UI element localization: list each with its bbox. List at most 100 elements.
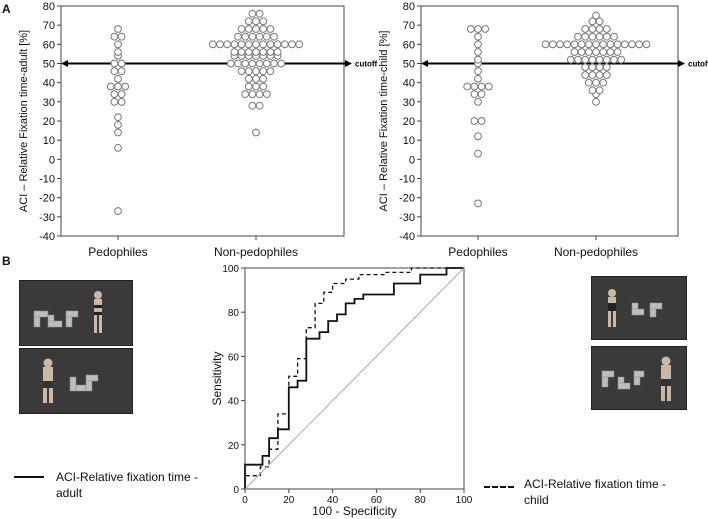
stimulus-image-child-male <box>591 346 687 410</box>
roc-x-tick-label: 80 <box>415 495 427 506</box>
stimulus-image-adult-female <box>19 280 133 346</box>
data-point-child-0 <box>481 25 490 33</box>
y-tick-label: 30 <box>43 97 55 109</box>
y-tick-label: -10 <box>39 174 55 186</box>
roc-x-axis-label: 100 - Specificity <box>312 504 397 518</box>
y-tick-label: 50 <box>43 59 55 71</box>
legend-label-adult: ACI-Relative fixation time - adult <box>56 470 199 500</box>
data-point-child-1 <box>602 71 611 79</box>
data-point-adult-0 <box>114 40 122 49</box>
y-tick-label: 60 <box>403 39 415 51</box>
data-point-child-0 <box>474 74 482 83</box>
data-point-child-0 <box>477 117 486 125</box>
data-point-child-0 <box>474 97 482 106</box>
roc-x-tick-label: 40 <box>327 495 339 506</box>
y-tick-label: 10 <box>43 135 55 147</box>
data-point-child-1 <box>613 48 622 56</box>
data-point-adult-0 <box>114 120 122 129</box>
roc-x-tick-label: 100 <box>456 495 473 506</box>
y-tick-label: 80 <box>43 1 55 13</box>
data-point-adult-0 <box>114 25 122 33</box>
data-point-adult-0 <box>114 74 122 83</box>
data-point-adult-1 <box>277 59 286 68</box>
stimulus-image-adult-male <box>19 348 133 414</box>
roc-x-tick-label: 60 <box>371 495 383 506</box>
y-tick-label: -40 <box>399 231 415 243</box>
data-point-adult-0 <box>117 67 126 76</box>
roc-y-tick-label: 0 <box>233 485 239 496</box>
x-tick-label: Non-pedophiles <box>554 245 638 259</box>
roc-y-tick-label: 20 <box>228 441 240 452</box>
roc-line-adult <box>244 267 464 489</box>
legend-swatch-child <box>484 486 514 488</box>
data-point-adult-0 <box>114 128 122 137</box>
data-point-adult-0 <box>117 97 126 106</box>
roc-x-tick-label: 0 <box>242 495 248 506</box>
data-point-child-0 <box>474 55 482 64</box>
y-tick-label: -30 <box>39 212 55 224</box>
data-point-child-0 <box>484 82 493 91</box>
x-tick-label: Pedophiles <box>88 245 147 259</box>
y-tick-label: 20 <box>43 116 55 128</box>
y-tick-label: 40 <box>43 78 55 90</box>
cutoff-arrow-left <box>61 60 68 67</box>
roc-y-axis-label: Sensitivity <box>210 351 224 405</box>
y-tick-label: 20 <box>403 116 415 128</box>
data-point-child-0 <box>474 32 482 41</box>
roc-y-tick-label: 40 <box>228 397 240 408</box>
roc-reference-line <box>244 267 465 490</box>
x-tick-label: Non-pedophiles <box>214 245 298 259</box>
data-point-child-1 <box>610 32 618 41</box>
panel-letter-a: A <box>2 2 11 16</box>
data-point-adult-0 <box>121 82 130 91</box>
data-point-adult-1 <box>270 32 278 41</box>
legend-label-child: ACI-Relative fixation time - child <box>524 477 667 507</box>
roc-x-tick-label: 20 <box>283 495 295 506</box>
data-point-adult-0 <box>114 113 122 122</box>
data-point-adult-1 <box>262 90 271 99</box>
data-point-child-1 <box>592 97 600 106</box>
y-tick-label: -10 <box>399 174 415 186</box>
data-point-adult-0 <box>117 90 126 99</box>
y-tick-label: 70 <box>43 20 55 32</box>
roc-y-tick-label: 80 <box>228 308 240 319</box>
cutoff-label: cutoff <box>688 60 708 69</box>
data-point-child-0 <box>474 48 482 56</box>
data-point-adult-1 <box>295 40 304 49</box>
roc-y-tick-label: 100 <box>222 264 239 275</box>
data-point-adult-1 <box>259 17 268 26</box>
data-point-adult-1 <box>259 82 268 91</box>
x-tick-label: Pedophiles <box>448 245 507 259</box>
roc-line-child <box>244 267 464 489</box>
data-point-child-1 <box>595 17 604 26</box>
roc-plot-frame <box>244 267 465 490</box>
panel-letter-b: B <box>2 254 11 268</box>
data-point-child-1 <box>617 55 626 64</box>
data-point-child-0 <box>474 132 482 141</box>
y-tick-label: 40 <box>403 78 415 90</box>
cutoff-arrow-right <box>345 60 352 67</box>
data-point-child-0 <box>477 90 486 99</box>
data-point-adult-1 <box>255 9 264 18</box>
data-point-child-1 <box>592 11 600 20</box>
data-point-adult-1 <box>259 74 268 83</box>
cutoff-label: cutoff <box>355 60 378 69</box>
legend-swatch-adult <box>14 476 44 478</box>
y-tick-label: 50 <box>403 59 415 71</box>
data-point-child-1 <box>602 25 611 33</box>
data-point-adult-1 <box>266 25 275 33</box>
y-axis-label: ACI – Relative Fixation time-child [%] <box>378 31 390 212</box>
data-point-child-1 <box>602 63 611 72</box>
y-tick-label: -30 <box>399 212 415 224</box>
y-tick-label: 60 <box>43 39 55 51</box>
y-tick-label: 0 <box>49 154 55 166</box>
data-point-child-0 <box>474 199 482 208</box>
stimulus-image-child-female <box>591 276 687 340</box>
y-tick-label: 10 <box>403 135 415 147</box>
data-point-child-1 <box>642 40 651 49</box>
data-point-adult-1 <box>252 128 260 137</box>
y-axis-label: ACI – Relative Fixation time-adult [%] <box>18 30 30 212</box>
